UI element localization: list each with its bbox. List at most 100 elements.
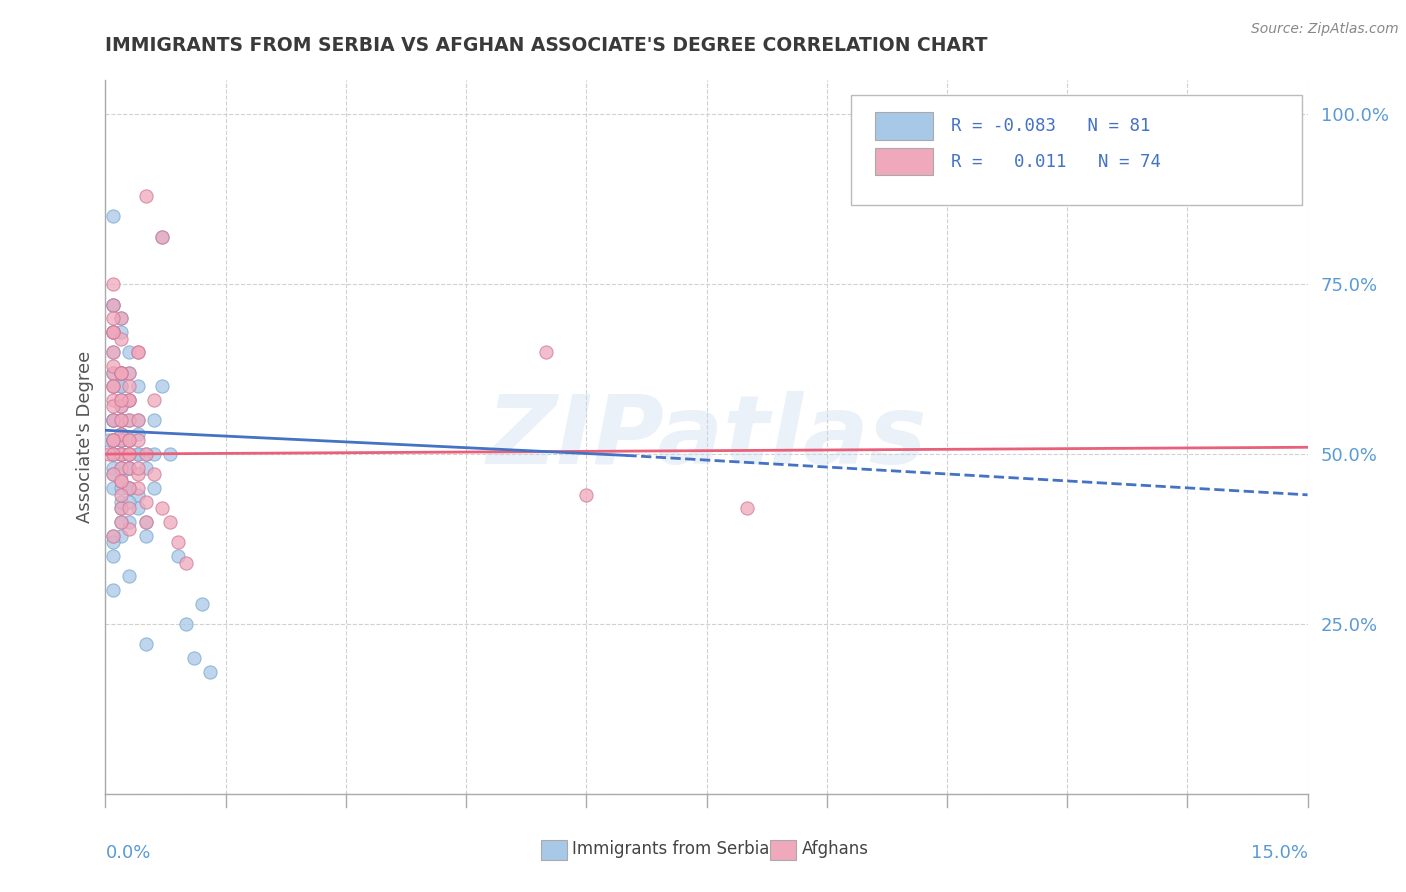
Point xyxy=(103,345,125,359)
Point xyxy=(110,501,132,516)
Point xyxy=(127,434,149,448)
Point xyxy=(103,413,125,427)
Point xyxy=(110,515,132,529)
Point xyxy=(110,392,132,407)
Point xyxy=(103,528,125,542)
Point xyxy=(103,325,125,339)
Point xyxy=(110,366,132,380)
Point xyxy=(110,447,132,461)
Point xyxy=(103,460,125,475)
Point xyxy=(103,366,125,380)
Point xyxy=(103,311,125,326)
Point xyxy=(127,488,149,502)
Point xyxy=(118,366,141,380)
Point xyxy=(110,488,132,502)
Point xyxy=(103,345,125,359)
Point xyxy=(103,379,125,393)
Point xyxy=(135,447,157,461)
Point xyxy=(110,366,132,380)
Point xyxy=(103,434,125,448)
Point xyxy=(127,447,149,461)
Point xyxy=(110,332,132,346)
Point xyxy=(127,413,149,427)
FancyBboxPatch shape xyxy=(851,95,1302,205)
Point xyxy=(103,325,125,339)
Point xyxy=(103,434,125,448)
Point xyxy=(118,447,141,461)
Point xyxy=(103,447,125,461)
Point xyxy=(103,434,125,448)
Point xyxy=(110,475,132,489)
Point xyxy=(127,460,149,475)
Point xyxy=(142,467,165,482)
Point xyxy=(135,528,157,542)
Point xyxy=(103,297,125,311)
Text: 15.0%: 15.0% xyxy=(1250,844,1308,862)
Point xyxy=(110,447,132,461)
Point xyxy=(103,392,125,407)
Point xyxy=(103,413,125,427)
Point xyxy=(110,400,132,414)
Point xyxy=(118,494,141,508)
Point xyxy=(118,345,141,359)
Point xyxy=(103,447,125,461)
Point xyxy=(190,597,212,611)
Point xyxy=(103,400,125,414)
Point xyxy=(118,460,141,475)
Point xyxy=(110,366,132,380)
Point xyxy=(110,515,132,529)
Point xyxy=(118,501,141,516)
Point xyxy=(110,413,132,427)
Point xyxy=(110,413,132,427)
Point xyxy=(110,460,132,475)
Point xyxy=(110,311,132,326)
Point xyxy=(127,345,149,359)
Point xyxy=(103,379,125,393)
Point xyxy=(198,665,221,679)
Point xyxy=(103,467,125,482)
Point xyxy=(118,481,141,495)
Point xyxy=(118,392,141,407)
Point xyxy=(166,549,188,563)
Point xyxy=(110,481,132,495)
Point xyxy=(142,392,165,407)
Point xyxy=(103,325,125,339)
Point xyxy=(127,413,149,427)
Text: Source: ZipAtlas.com: Source: ZipAtlas.com xyxy=(1251,22,1399,37)
Point xyxy=(103,413,125,427)
Point xyxy=(118,366,141,380)
Text: ZIPatlas: ZIPatlas xyxy=(486,391,927,483)
Point xyxy=(103,325,125,339)
Point xyxy=(110,413,132,427)
Point xyxy=(110,325,132,339)
Point xyxy=(110,379,132,393)
Point xyxy=(735,501,758,516)
Point xyxy=(110,434,132,448)
Point xyxy=(118,569,141,583)
Point xyxy=(118,515,141,529)
Point xyxy=(174,556,197,570)
Point xyxy=(110,475,132,489)
Point xyxy=(110,311,132,326)
Point xyxy=(150,379,173,393)
Point xyxy=(135,515,157,529)
Point xyxy=(135,447,157,461)
Point xyxy=(135,189,157,203)
Text: Immigrants from Serbia: Immigrants from Serbia xyxy=(572,840,769,858)
Text: R = -0.083   N = 81: R = -0.083 N = 81 xyxy=(950,117,1150,135)
Point xyxy=(150,229,173,244)
Point xyxy=(159,515,181,529)
Point xyxy=(118,447,141,461)
Point xyxy=(103,549,125,563)
Point xyxy=(103,209,125,223)
Point xyxy=(127,447,149,461)
Point xyxy=(118,434,141,448)
Point xyxy=(103,467,125,482)
Point xyxy=(135,494,157,508)
FancyBboxPatch shape xyxy=(875,148,932,175)
Point xyxy=(103,359,125,373)
Point xyxy=(110,434,132,448)
Point xyxy=(159,447,181,461)
Point xyxy=(150,229,173,244)
Point xyxy=(110,413,132,427)
